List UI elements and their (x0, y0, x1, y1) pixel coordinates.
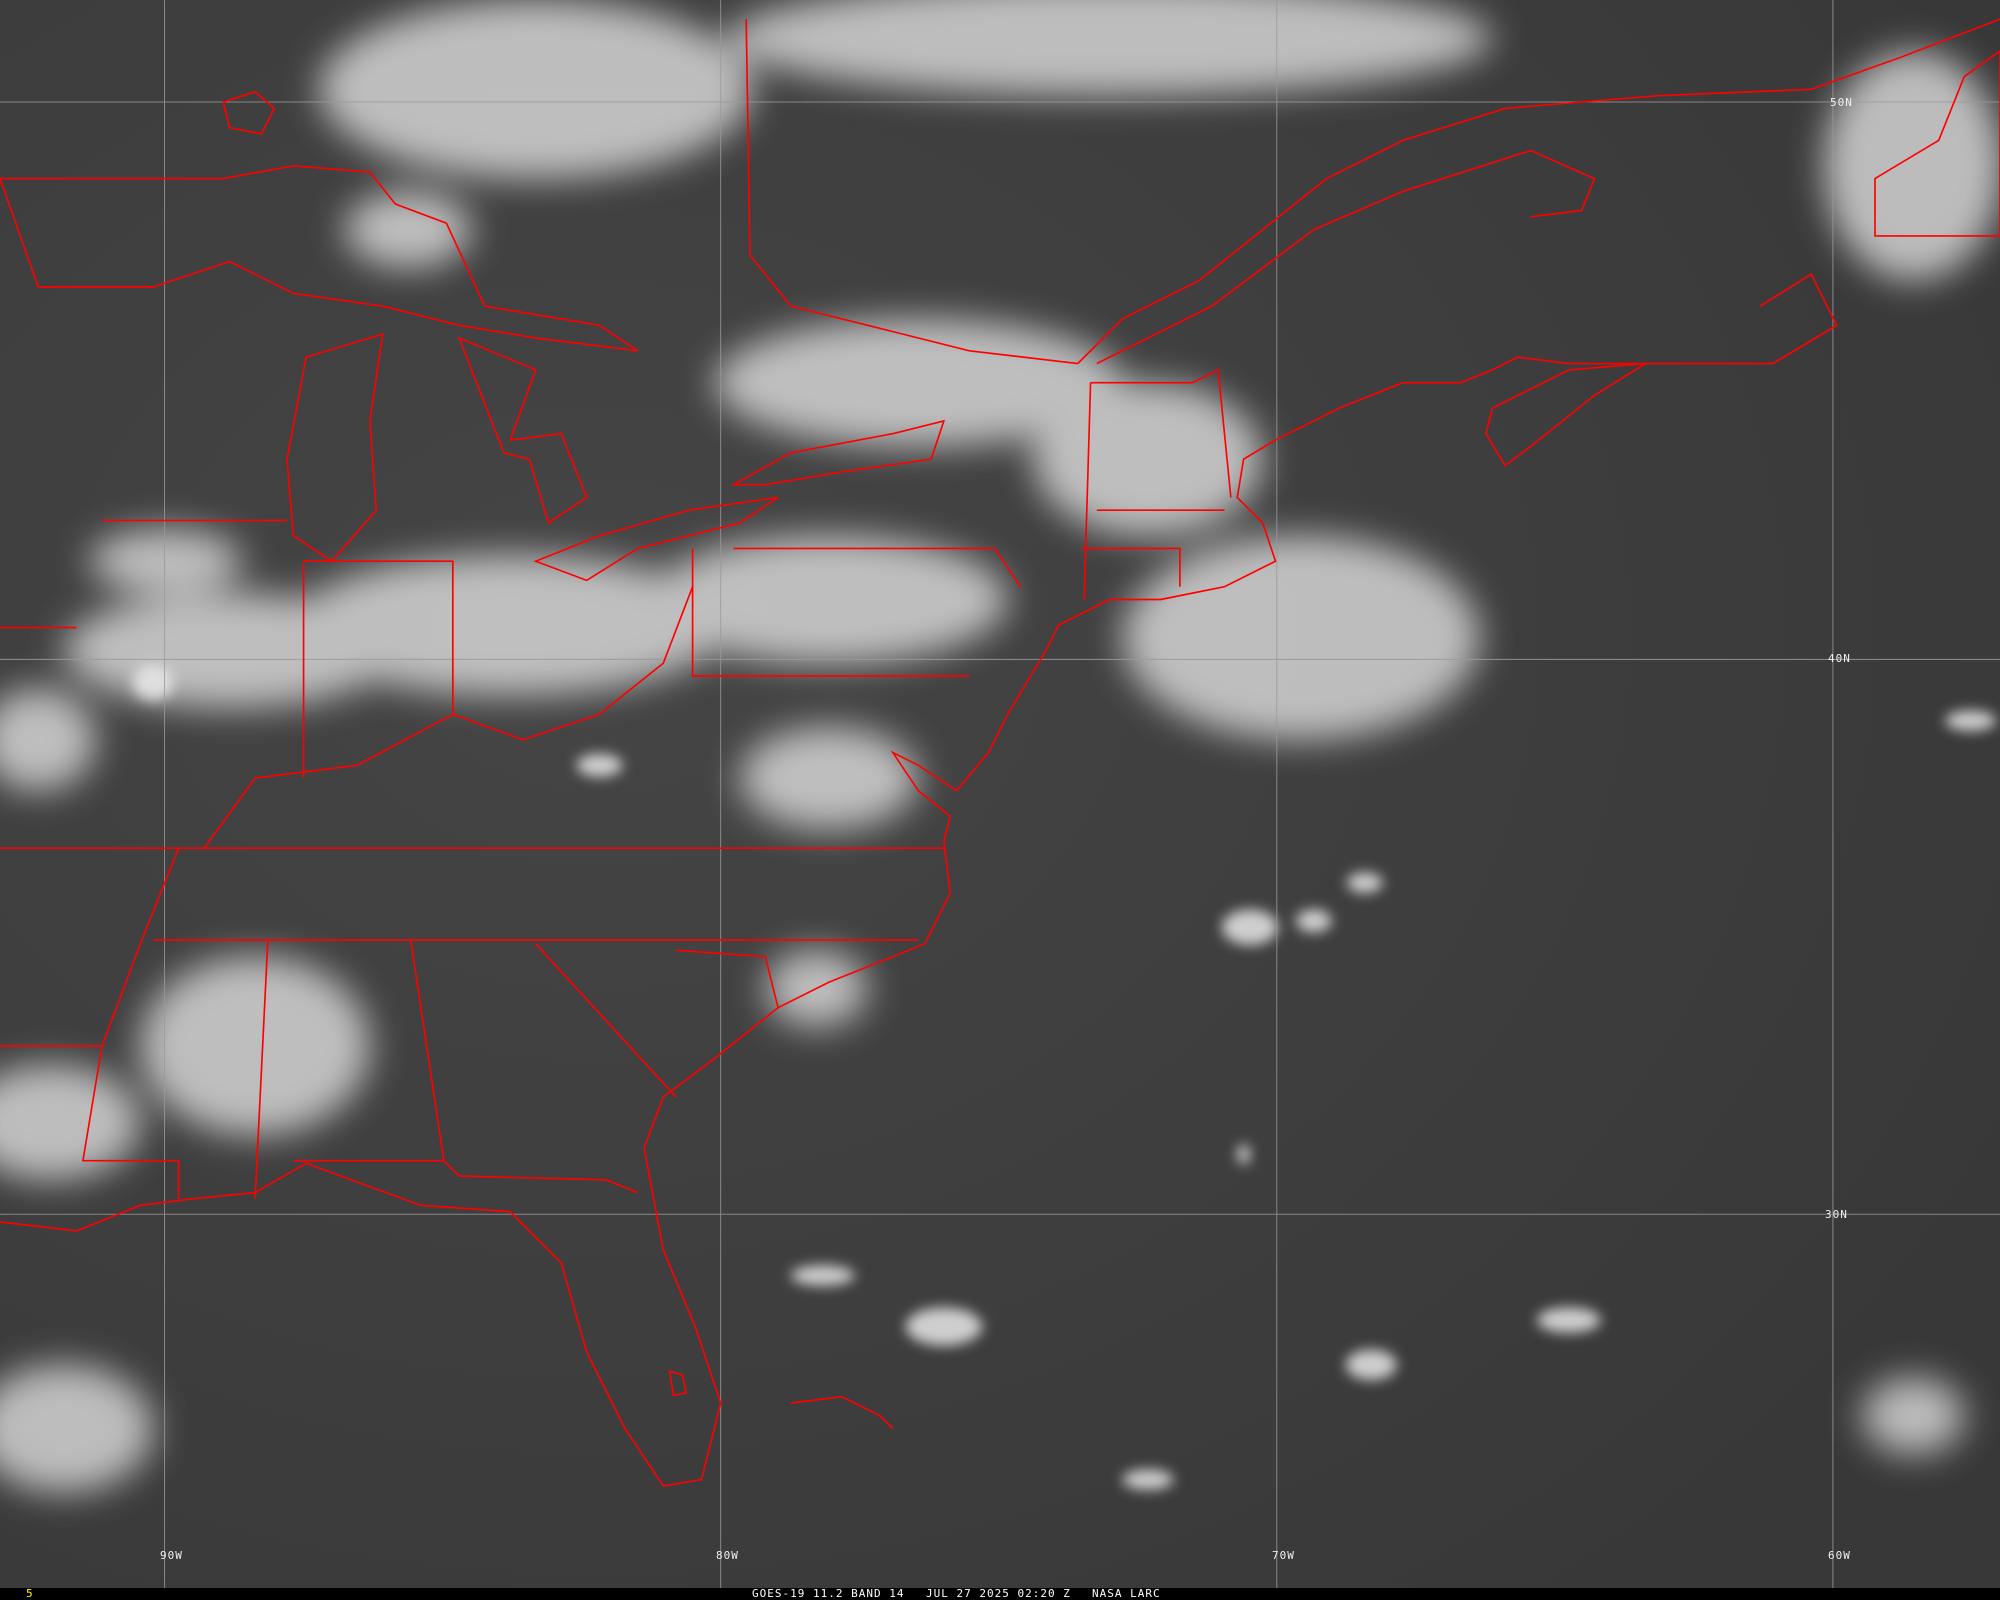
st-lawrence-south (1096, 149, 1596, 365)
state-border (535, 943, 677, 1098)
state-border (293, 939, 445, 1162)
source-label: NASA LARC (1092, 1587, 1161, 1600)
hudson-bay-border (745, 19, 1078, 365)
grid-label-lon: 70W (1272, 1549, 1295, 1562)
lake-michigan (286, 333, 384, 563)
grid-label-lat: 50N (1830, 96, 1853, 109)
state-border (443, 1160, 639, 1194)
grid-label-lat: 40N (1828, 652, 1851, 665)
state-border (691, 548, 970, 677)
state-border (254, 940, 269, 1200)
lake-ontario (730, 419, 946, 486)
state-border (733, 547, 1022, 588)
state-border (1083, 382, 1092, 600)
state-border (303, 560, 454, 715)
cloud-layer (0, 0, 2000, 1493)
nova-scotia (1485, 362, 1646, 467)
info-bar: 5 GOES-19 11.2 BAND 14 JUL 27 2025 02:20… (0, 1587, 2000, 1600)
lake-superior (0, 164, 639, 352)
state-border (675, 949, 779, 1008)
state-border (1081, 547, 1181, 587)
st-lawrence-north (1077, 18, 2000, 365)
lake-huron (457, 336, 588, 525)
political-borders (0, 18, 2000, 1487)
coastline-east (0, 273, 1838, 1487)
datetime-label: JUL 27 2025 02:20 Z (926, 1587, 1071, 1600)
river-ohio (203, 586, 694, 849)
state-border (81, 847, 180, 1199)
frame-number: 5 (26, 1587, 34, 1600)
satellite-band-label: GOES-19 11.2 BAND 14 (752, 1587, 905, 1600)
grid-label-lon: 90W (160, 1549, 183, 1562)
grid-label-lat: 30N (1825, 1208, 1848, 1221)
bahamas (790, 1395, 894, 1430)
state-border (1090, 368, 1232, 498)
island-north (222, 90, 276, 135)
lake-erie (533, 496, 779, 582)
grid-label-lon: 60W (1828, 1549, 1851, 1562)
grid-label-lon: 80W (716, 1549, 739, 1562)
lake-okeechobee (668, 1369, 688, 1397)
newfoundland-fragment (1874, 50, 2000, 237)
